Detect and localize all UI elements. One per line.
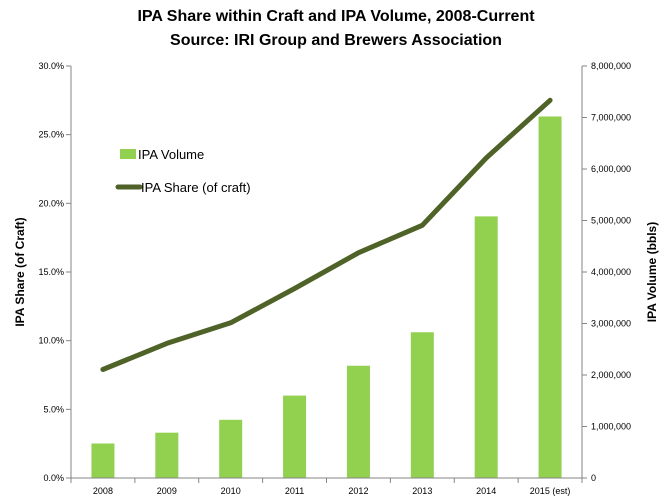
left-tick-label: 10.0% — [38, 336, 64, 346]
left-tick-label: 25.0% — [38, 130, 64, 140]
x-tick-label: 2015 (est) — [530, 486, 571, 496]
right-axis-title: IPA Volume (bbls) — [645, 222, 659, 322]
x-tick-label: 2013 — [412, 486, 432, 496]
x-tick-label: 2011 — [285, 486, 304, 496]
right-tick-label: 3,000,000 — [591, 319, 631, 329]
left-tick-label: 20.0% — [38, 198, 64, 208]
x-tick-label: 2012 — [348, 486, 368, 496]
left-axis-title: IPA Share (of Craft) — [13, 217, 27, 326]
volume-bar — [155, 432, 179, 478]
share-line — [100, 97, 553, 372]
x-tick-label: 2010 — [221, 486, 241, 496]
legend-swatch-volume — [120, 149, 136, 159]
right-tick-label: 1,000,000 — [591, 422, 631, 432]
axes-layer: 0.0% 5.0% 10.0% 15.0% 20.0% 25.0% 30.0% 0 1,000,… — [13, 61, 659, 496]
legend-label-volume: IPA Volume — [138, 147, 204, 162]
left-tick-label: 15.0% — [38, 267, 64, 277]
right-tick-label: 6,000,000 — [591, 164, 631, 174]
right-tick-label: 4,000,000 — [591, 267, 631, 277]
right-tick-label: 8,000,000 — [591, 61, 631, 71]
x-tick-label: 2008 — [93, 486, 113, 496]
left-tick-label: 0.0% — [43, 473, 64, 483]
left-tick-label: 30.0% — [38, 61, 64, 71]
right-tick-label: 0 — [591, 473, 596, 483]
chart-title: IPA Share within Craft and IPA Volume, 2… — [137, 8, 535, 25]
volume-bar — [410, 332, 434, 478]
volume-bar — [283, 395, 307, 478]
line-layer — [100, 97, 553, 372]
left-tick-label: 5.0% — [43, 404, 64, 414]
volume-bar — [538, 116, 562, 478]
volume-bar — [346, 365, 370, 478]
right-tick-label: 7,000,000 — [591, 113, 631, 123]
volume-bar — [219, 419, 243, 478]
legend: IPA Volume IPA Share (of craft) — [115, 147, 251, 195]
x-tick-label: 2009 — [157, 486, 177, 496]
volume-bar — [91, 443, 115, 478]
right-tick-label: 5,000,000 — [591, 216, 631, 226]
volume-bar — [474, 216, 498, 478]
right-tick-label: 2,000,000 — [591, 370, 631, 380]
chart-subtitle: Source: IRI Group and Brewers Associatio… — [170, 32, 502, 49]
bars-layer — [91, 116, 562, 478]
x-tick-label: 2014 — [476, 486, 496, 496]
legend-label-share: IPA Share (of craft) — [141, 180, 251, 195]
